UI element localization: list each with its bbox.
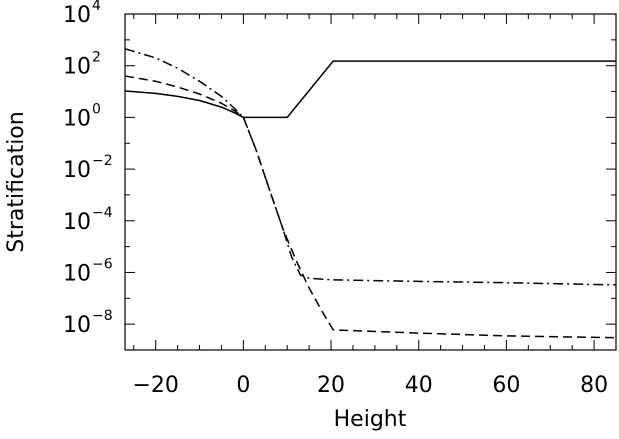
y-tick-exponent: −4 — [92, 205, 113, 221]
y-tick-label: 10 −6 — [63, 256, 113, 286]
y-tick-label: 10 2 — [63, 50, 101, 80]
y-tick-base: 10 — [63, 210, 91, 235]
x-axis-title: Height — [334, 407, 407, 432]
y-tick-exponent: 2 — [92, 50, 101, 66]
y-tick-label: 10 −2 — [63, 153, 113, 183]
y-tick-exponent: 0 — [92, 101, 101, 117]
series-line-dash-dot — [124, 48, 617, 286]
y-tick-exponent: −8 — [92, 308, 113, 324]
y-tick-base: 10 — [63, 106, 91, 131]
y-tick-exponent: 4 — [92, 0, 101, 14]
y-axis-title: Stratification — [4, 111, 29, 252]
series-line-dashed — [124, 75, 617, 339]
y-tick-exponent: −2 — [92, 153, 113, 169]
x-tick-label: −20 — [132, 373, 178, 398]
x-tick-label: 60 — [492, 373, 520, 398]
x-tick-label: 80 — [580, 373, 608, 398]
x-tick-label: 0 — [236, 373, 250, 398]
y-tick-base: 10 — [63, 55, 91, 80]
y-tick-label: 10 4 — [63, 0, 101, 28]
y-tick-base: 10 — [63, 158, 91, 183]
x-tick-label: 40 — [405, 373, 433, 398]
y-tick-base: 10 — [63, 3, 91, 28]
y-tick-exponent: −6 — [92, 256, 113, 272]
y-tick-base: 10 — [63, 313, 91, 338]
x-tick-label: 20 — [317, 373, 345, 398]
y-tick-label: 10 0 — [63, 101, 101, 131]
plot-frame — [124, 13, 617, 351]
y-tick-label: 10 −8 — [63, 308, 113, 338]
y-tick-label: 10 −4 — [63, 205, 113, 235]
axis-ticks — [125, 13, 617, 351]
x-tick-labels: −20 0 20 40 60 80 — [132, 373, 608, 398]
y-tick-base: 10 — [63, 261, 91, 286]
series-group — [124, 48, 617, 339]
series-line-solid — [124, 60, 616, 119]
